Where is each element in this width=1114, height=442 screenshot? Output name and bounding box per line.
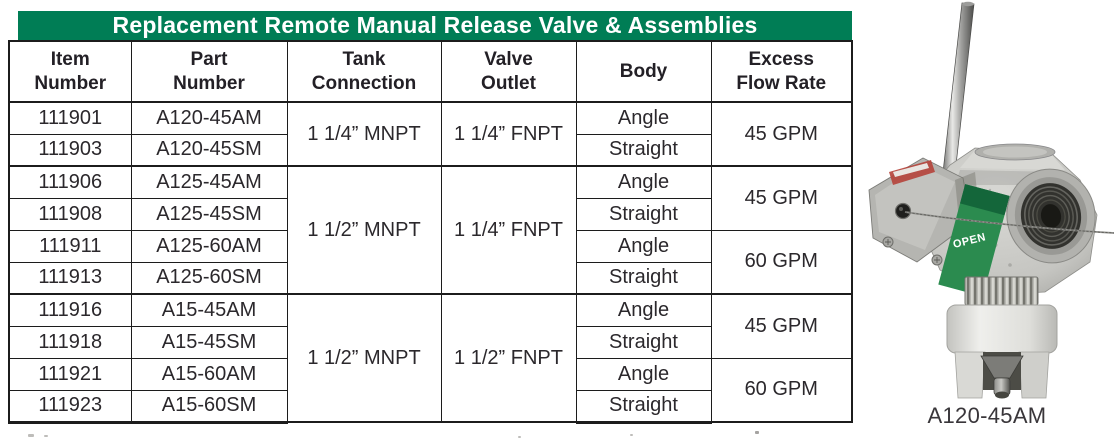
cell-tank-connection: 1 1/2” MNPT [286, 165, 442, 295]
open-band [938, 184, 1010, 297]
cell-item-number: 111913 [8, 261, 132, 295]
table-row: 111908 A125-45SM Straight [8, 197, 852, 231]
col-header-valve-outlet: Valve Outlet [440, 40, 577, 103]
cell-part-number: A125-45AM [130, 165, 288, 199]
footnote-remnant [44, 435, 48, 437]
release-pin-bottom [995, 391, 1009, 399]
cell-body: Straight [575, 197, 712, 231]
footnote-remnant [630, 434, 633, 436]
cell-part-number: A15-45AM [130, 293, 288, 327]
cell-item-number: 111901 [8, 101, 132, 135]
outlet-port [1006, 168, 1096, 264]
cell-part-number: A15-45SM [130, 325, 288, 359]
cell-flow-rate: 60 GPM [710, 229, 853, 295]
cell-item-number: 111921 [8, 357, 132, 391]
table-row: 111923 A15-60SM Straight [8, 389, 852, 424]
cell-part-number: A125-60AM [130, 229, 288, 263]
cell-body: Angle [575, 357, 712, 391]
cell-part-number: A15-60AM [130, 357, 288, 391]
cell-item-number: 111911 [8, 229, 132, 263]
cell-body: Angle [575, 165, 712, 199]
cell-part-number: A125-45SM [130, 197, 288, 231]
cell-flow-rate: 45 GPM [710, 165, 853, 231]
col-header-tank-connection: Tank Connection [286, 40, 442, 103]
warning-sticker-stripe [893, 163, 929, 177]
threaded-collar [965, 277, 1038, 305]
cell-body: Straight [575, 325, 712, 359]
cell-item-number: 111906 [8, 165, 132, 199]
cell-tank-connection: 1 1/2” MNPT [286, 293, 442, 423]
cell-flow-rate: 60 GPM [710, 357, 853, 423]
release-cable-braid [904, 211, 1114, 234]
col-header-item-number: Item Number [8, 40, 132, 103]
cable-hole [894, 202, 912, 220]
table-title-bar: Replacement Remote Manual Release Valve … [18, 11, 852, 40]
clamp-bolts [882, 236, 943, 266]
table-row: 111901 A120-45AM 1 1/4” MNPT 1 1/4” FNPT… [8, 101, 853, 167]
cell-tank-connection: 1 1/4” MNPT [286, 101, 442, 167]
cell-item-number: 111918 [8, 325, 132, 359]
footnote-remnant [755, 431, 759, 434]
cell-flow-rate: 45 GPM [710, 101, 853, 167]
footnote-remnant [518, 436, 521, 438]
cell-item-number: 111903 [8, 133, 132, 167]
cell-body: Straight [575, 389, 712, 424]
cell-part-number: A15-60SM [130, 389, 288, 424]
table-row: 111913 A125-60SM Straight [8, 261, 852, 295]
table-row: 111918 A15-45SM Straight [8, 325, 852, 359]
cap-flange [946, 304, 1058, 354]
cell-item-number: 111908 [8, 197, 132, 231]
cell-valve-outlet: 1 1/4” FNPT [440, 101, 577, 167]
col-header-body: Body [575, 40, 712, 103]
clamp-block-face [875, 165, 955, 250]
cell-flow-rate: 45 GPM [710, 293, 853, 359]
table-title: Replacement Remote Manual Release Valve … [112, 12, 758, 38]
valve-top-opening-inner [983, 146, 1047, 158]
cell-body: Straight [575, 133, 712, 167]
cell-item-number: 111916 [8, 293, 132, 327]
table-row: 111903 A120-45SM Straight [8, 133, 852, 167]
col-header-excess-flow-rate: Excess Flow Rate [710, 40, 853, 103]
cable-hole-highlight [899, 207, 903, 211]
table-row: 111921 A15-60AM Angle 60 GPM [8, 357, 853, 423]
cell-body: Straight [575, 261, 712, 295]
valve-assemblies-table: Item Number Part Number Tank Connection Val… [8, 40, 853, 424]
cell-valve-outlet: 1 1/4” FNPT [440, 165, 577, 295]
figure-caption: A120-45AM [927, 403, 1047, 428]
release-pin-cone [980, 355, 1024, 379]
cell-part-number: A125-60SM [130, 261, 288, 295]
header-row: Item Number Part Number Tank Connection Val… [8, 40, 853, 103]
cap-leg-left [954, 351, 986, 399]
table-row: 111906 A125-45AM 1 1/2” MNPT 1 1/4” FNPT… [8, 165, 853, 295]
cell-item-number: 111923 [8, 389, 132, 424]
table-row: 111911 A125-60AM Angle 60 GPM [8, 229, 853, 295]
cell-body: Angle [575, 293, 712, 327]
cell-valve-outlet: 1 1/2” FNPT [440, 293, 577, 423]
cell-body: Angle [575, 101, 712, 135]
footnote-remnant [28, 434, 34, 437]
col-header-part-number: Part Number [130, 40, 288, 103]
valve-rod-tip [962, 1, 974, 7]
cell-part-number: A120-45AM [130, 101, 288, 135]
cell-part-number: A120-45SM [130, 133, 288, 167]
cell-body: Angle [575, 229, 712, 263]
table-row: 111916 A15-45AM 1 1/2” MNPT 1 1/2” FNPT … [8, 293, 853, 423]
valve-photo: OPEN [868, 1, 1114, 399]
valve-figure: OPEN [855, 0, 1114, 442]
cap-leg-right [1018, 351, 1050, 399]
